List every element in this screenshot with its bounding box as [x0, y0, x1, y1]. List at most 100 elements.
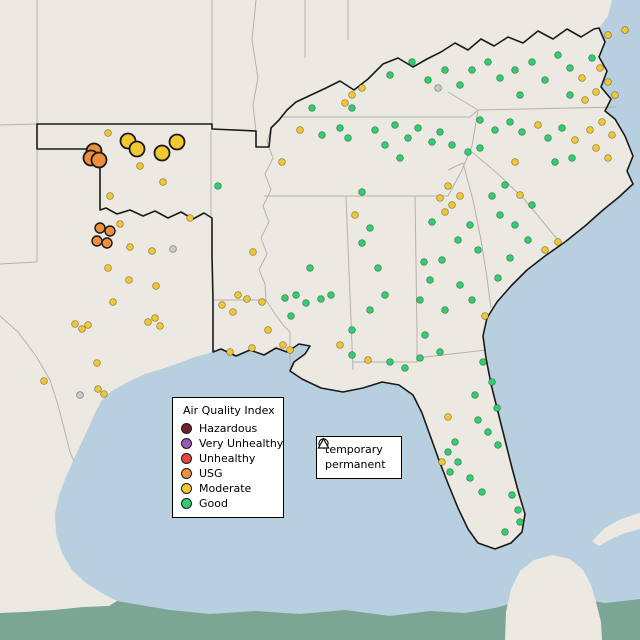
station-marker-moderate — [444, 182, 452, 190]
cuba-island — [592, 513, 640, 546]
station-marker-good — [381, 141, 389, 149]
station-marker-good — [516, 91, 524, 99]
station-marker-good — [501, 528, 509, 536]
station-marker-good — [554, 51, 562, 59]
station-marker-usg — [91, 235, 103, 247]
station-marker-good — [426, 276, 434, 284]
station-marker-good — [348, 104, 356, 112]
station-marker-moderate — [109, 298, 117, 306]
station-marker-moderate — [104, 264, 112, 272]
station-marker-good — [446, 468, 454, 476]
unhealthy-swatch-icon — [181, 453, 192, 464]
station-marker-moderate — [156, 322, 164, 330]
station-marker-moderate — [151, 314, 159, 322]
station-marker-moderate — [578, 74, 586, 82]
station-marker-good — [476, 144, 484, 152]
yucatan-peninsula — [505, 555, 602, 640]
station-marker-moderate — [116, 220, 124, 228]
station-marker-good — [454, 458, 462, 466]
hazardous-swatch-icon — [181, 423, 192, 434]
station-marker-moderate — [40, 377, 48, 385]
station-marker-good — [474, 416, 482, 424]
station-marker-good — [358, 188, 366, 196]
station-marker-good — [348, 351, 356, 359]
good-swatch-icon — [181, 498, 192, 509]
station-marker-good — [428, 218, 436, 226]
station-marker-good — [493, 404, 501, 412]
station-marker-good — [516, 518, 524, 526]
usg-swatch-icon — [181, 468, 192, 479]
station-marker-moderate — [438, 458, 446, 466]
station-marker-good — [528, 58, 536, 66]
station-marker-good — [476, 116, 484, 124]
station-marker-moderate — [596, 64, 604, 72]
station-marker-good — [424, 76, 432, 84]
station-marker-good — [441, 306, 449, 314]
station-marker-good — [588, 54, 596, 62]
station-marker-good — [566, 64, 574, 72]
station-marker-moderate — [229, 308, 237, 316]
station-marker-moderate — [586, 126, 594, 134]
station-marker-gray — [434, 84, 442, 92]
station-marker-moderate — [159, 178, 167, 186]
station-marker-good — [478, 488, 486, 496]
station-marker-moderate — [516, 191, 524, 199]
station-marker-moderate — [441, 208, 449, 216]
station-marker-moderate — [608, 131, 616, 139]
station-marker-good — [501, 181, 509, 189]
station-marker-moderate — [93, 359, 101, 367]
station-marker-good — [408, 58, 416, 66]
station-marker-moderate — [481, 312, 489, 320]
station-marker-good — [420, 258, 428, 266]
station-marker-good — [568, 154, 576, 162]
station-marker-usg — [94, 222, 106, 234]
permanent-triangle-icon — [317, 437, 330, 449]
station-marker-good — [366, 224, 374, 232]
station-marker-good — [491, 126, 499, 134]
station-marker-moderate — [621, 26, 629, 34]
station-marker-moderate — [604, 31, 612, 39]
station-marker-good — [558, 124, 566, 132]
station-marker-good — [488, 192, 496, 200]
station-marker-good — [451, 438, 459, 446]
station-marker-good — [551, 158, 559, 166]
moderate-swatch-icon — [181, 483, 192, 494]
station-marker-moderate — [592, 144, 600, 152]
station-marker-good — [396, 154, 404, 162]
southern-landmass — [0, 598, 640, 640]
station-marker-good — [371, 126, 379, 134]
station-marker-moderate — [136, 162, 144, 170]
station-marker-moderate — [278, 158, 286, 166]
station-marker-good — [306, 264, 314, 272]
station-marker-good — [496, 211, 504, 219]
station-marker-good — [456, 281, 464, 289]
station-marker-good — [416, 296, 424, 304]
station-marker-good — [401, 364, 409, 372]
legend-item-very-unhealthy: Very Unhealthy — [181, 436, 283, 451]
station-marker-good — [466, 474, 474, 482]
station-marker-gray — [76, 391, 84, 399]
station-marker-good — [566, 91, 574, 99]
station-marker-good — [436, 348, 444, 356]
station-marker-moderate — [249, 248, 257, 256]
station-marker-usg — [104, 225, 116, 237]
station-marker-moderate — [341, 99, 349, 107]
legend-item-moderate: Moderate — [181, 481, 275, 496]
temporary-label: temporary — [325, 443, 383, 456]
station-marker-moderate — [448, 201, 456, 209]
station-marker-moderate — [128, 140, 146, 158]
station-marker-good — [474, 246, 482, 254]
station-marker-good — [414, 124, 422, 132]
station-marker-moderate — [611, 91, 619, 99]
usg-label: USG — [199, 467, 223, 480]
station-marker-moderate — [264, 326, 272, 334]
station-marker-moderate — [554, 238, 562, 246]
station-marker-good — [348, 326, 356, 334]
station-marker-moderate — [84, 321, 92, 329]
good-label: Good — [199, 497, 228, 510]
station-marker-good — [514, 506, 522, 514]
station-marker-moderate — [104, 129, 112, 137]
aqi-legend: Air Quality Index Hazardous Very Unhealt… — [172, 397, 284, 518]
